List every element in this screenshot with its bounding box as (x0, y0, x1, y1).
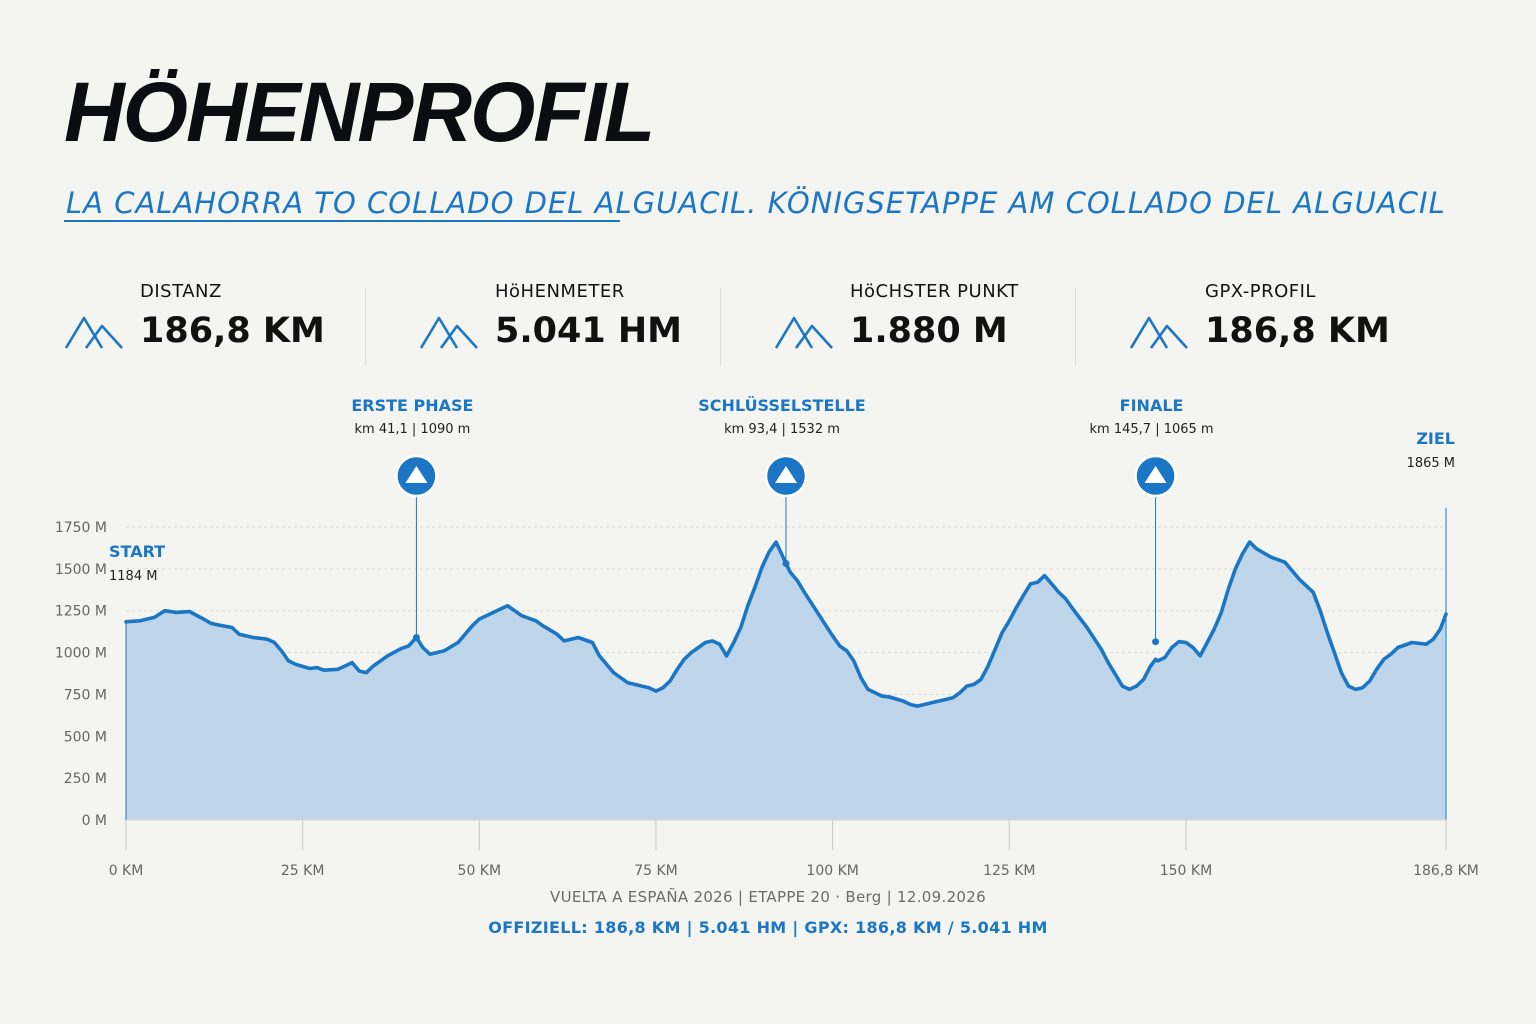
stat-highest-point: HöCHSTER PUNKT 1.880 M (774, 278, 1129, 364)
waypoint-detail: km 93,4 | 1532 m (724, 422, 840, 437)
x-tick-label: 25 KM (281, 863, 325, 879)
x-tick-label: 186,8 KM (1413, 863, 1479, 879)
waypoint-dot (412, 634, 420, 642)
elevation-line (124, 540, 1448, 708)
summit-icon (405, 466, 428, 483)
x-tick-label: 0 KM (109, 863, 144, 879)
waypoint-detail: km 145,7 | 1065 m (1090, 422, 1214, 437)
y-tick-label: 1500 M (55, 562, 107, 578)
y-tick-label: 0 M (82, 813, 107, 829)
mountain-icon (64, 316, 123, 349)
waypoint-dot (782, 559, 790, 567)
stage-subtitle: LA CALAHORRA TO COLLADO DEL ALGUACIL. KÖ… (66, 186, 1446, 220)
x-tick-label: 100 KM (806, 863, 858, 879)
x-tick-label: 150 KM (1160, 863, 1212, 879)
stat-value: 186,8 KM (140, 311, 325, 351)
stat-divider (365, 288, 366, 366)
waypoint-name: SCHLÜSSELSTELLE (698, 396, 865, 415)
start-label: START (109, 542, 165, 561)
waypoint-detail: km 41,1 | 1090 m (355, 422, 471, 437)
stat-gpx-profile: GPX-PROFIL 186,8 KM (1129, 278, 1484, 364)
official-stats: OFFIZIELL: 186,8 KM | 5.041 HM | GPX: 18… (488, 918, 1048, 937)
stat-value: 1.880 M (850, 311, 1008, 351)
waypoint-name: FINALE (1120, 396, 1184, 415)
stat-label: HöCHSTER PUNKT (850, 281, 1019, 302)
stat-value: 5.041 HM (495, 311, 683, 351)
stat-value: 186,8 KM (1205, 311, 1390, 351)
subtitle-underline (64, 220, 620, 222)
y-tick-label: 500 M (64, 729, 107, 745)
mountain-icon (419, 316, 478, 349)
finish-elevation: 1865 M (1407, 456, 1455, 471)
mountain-icon (1129, 316, 1188, 349)
waypoint-dot (1152, 638, 1160, 646)
stats-row: DISTANZ 186,8 KM HöHENMETER 5.041 HM HöC… (0, 278, 1536, 368)
x-tick-label: 75 KM (634, 863, 678, 879)
x-tick-label: 50 KM (458, 863, 502, 879)
y-tick-label: 1750 M (55, 520, 107, 536)
finish-label: ZIEL (1416, 429, 1455, 448)
page-title: HÖHENPROFIL (64, 65, 655, 159)
start-elevation: 1184 M (109, 569, 157, 584)
stat-distance: DISTANZ 186,8 KM (64, 278, 419, 364)
y-tick-label: 750 M (64, 687, 107, 703)
mountain-icon (774, 316, 833, 349)
stat-divider (720, 288, 721, 366)
elevation-area (126, 542, 1446, 820)
x-tick-label: 125 KM (983, 863, 1035, 879)
y-tick-label: 250 M (64, 771, 107, 787)
stage-info: VUELTA A ESPAÑA 2026 | ETAPPE 20 · Berg … (550, 888, 986, 906)
elevation-chart: 0 M 250 M 500 M 750 M 1000 M 1250 M 1500 M 1750… (55, 396, 1479, 879)
stat-label: DISTANZ (140, 281, 222, 302)
stat-elevation-gain: HöHENMETER 5.041 HM (419, 278, 774, 364)
y-tick-label: 1250 M (55, 604, 107, 620)
summit-icon (775, 466, 797, 483)
stat-divider (1075, 288, 1076, 366)
summit-icon (1144, 466, 1167, 483)
waypoint-name: ERSTE PHASE (351, 396, 473, 415)
stat-label: GPX-PROFIL (1205, 281, 1316, 302)
stat-label: HöHENMETER (495, 281, 625, 302)
y-tick-label: 1000 M (55, 646, 107, 662)
